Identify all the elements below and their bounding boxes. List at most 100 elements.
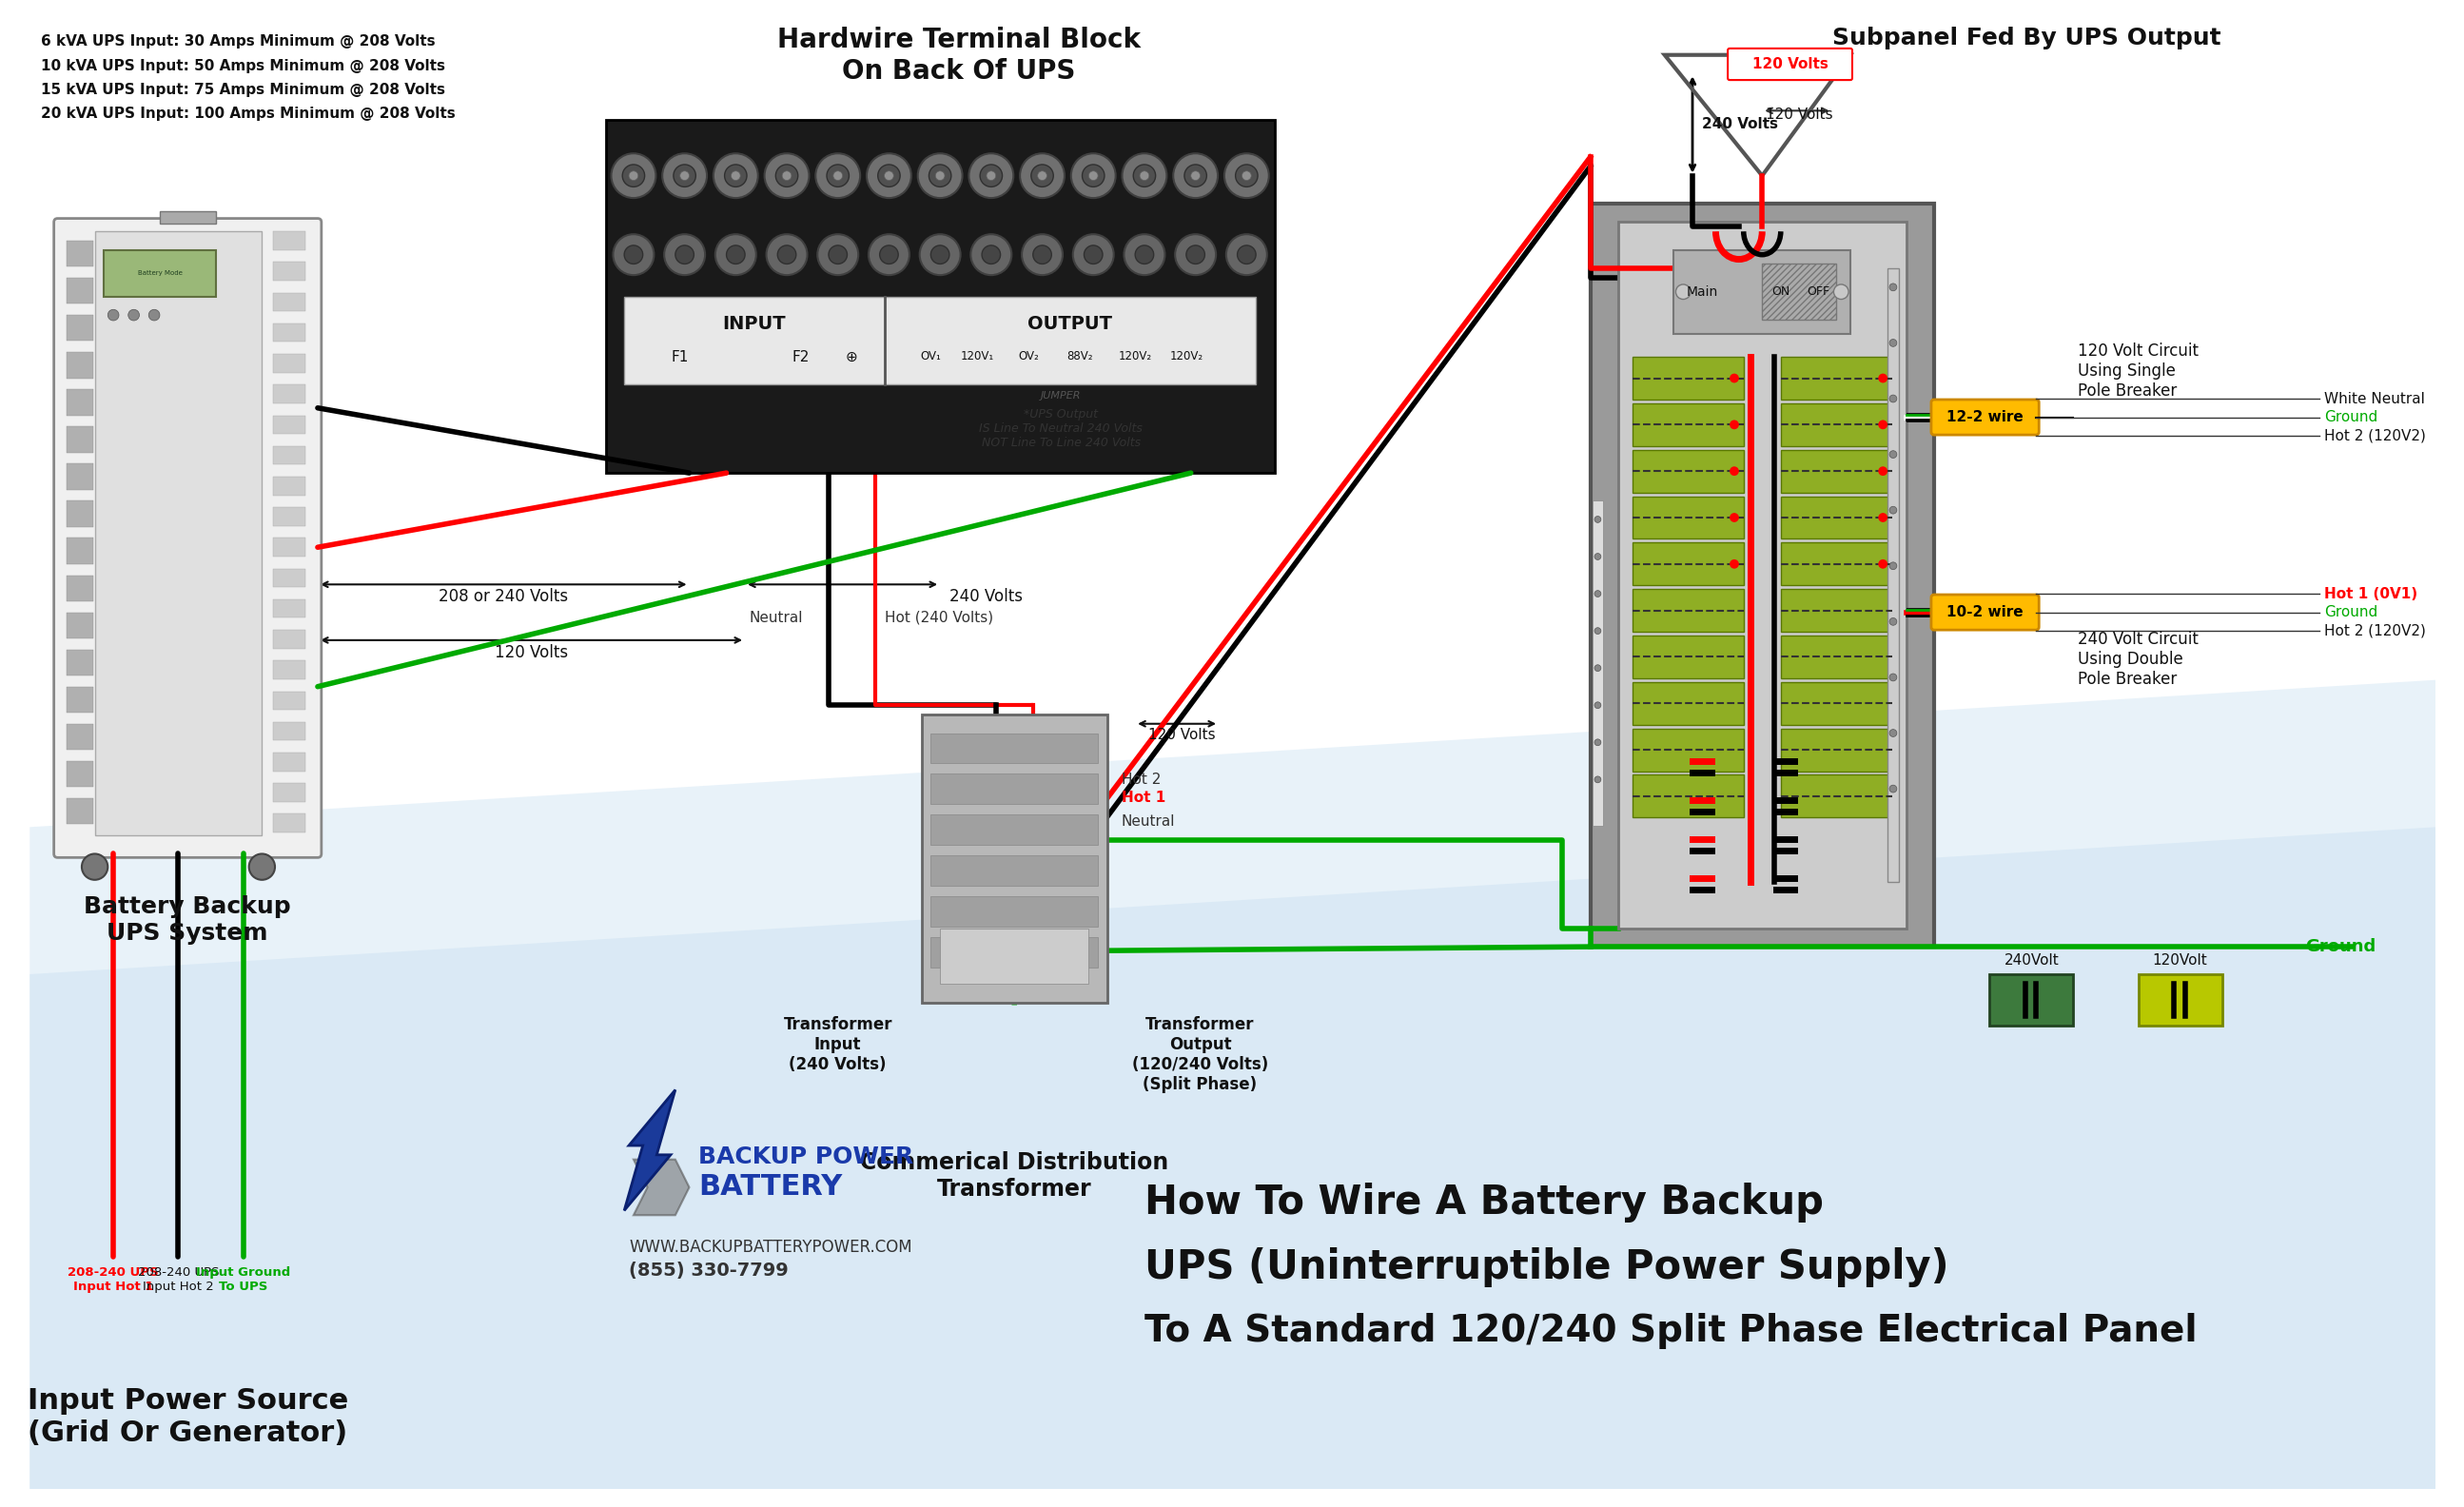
Bar bbox=[274, 446, 306, 464]
Bar bbox=[623, 297, 1257, 384]
Circle shape bbox=[614, 234, 653, 276]
Circle shape bbox=[1594, 776, 1602, 782]
Text: 240 Volts: 240 Volts bbox=[949, 588, 1023, 606]
Text: ⊕: ⊕ bbox=[845, 350, 857, 365]
Bar bbox=[160, 211, 214, 225]
Circle shape bbox=[764, 154, 808, 197]
Bar bbox=[1781, 357, 1892, 399]
Bar bbox=[67, 799, 94, 824]
Circle shape bbox=[665, 234, 705, 276]
Text: Transformer
Output
(120/240 Volts)
(Split Phase): Transformer Output (120/240 Volts) (Spli… bbox=[1131, 1016, 1269, 1093]
Circle shape bbox=[1890, 562, 1897, 570]
Text: 240 Volt Circuit
Using Double
Pole Breaker: 240 Volt Circuit Using Double Pole Break… bbox=[2077, 631, 2198, 687]
Bar bbox=[1631, 728, 1745, 772]
Bar bbox=[931, 815, 1099, 844]
Polygon shape bbox=[623, 1090, 675, 1210]
Bar bbox=[1991, 975, 2072, 1026]
Circle shape bbox=[1890, 506, 1897, 514]
Circle shape bbox=[1032, 246, 1052, 264]
Circle shape bbox=[1175, 234, 1215, 276]
Bar bbox=[1781, 589, 1892, 631]
Circle shape bbox=[877, 164, 899, 187]
Circle shape bbox=[1173, 154, 1217, 197]
Text: Main: Main bbox=[1685, 285, 1717, 298]
Text: 88V₂: 88V₂ bbox=[1067, 350, 1092, 363]
Bar bbox=[67, 650, 94, 675]
Bar bbox=[606, 121, 1274, 473]
Circle shape bbox=[715, 154, 759, 197]
Text: *UPS Output
IS Line To Neutral 240 Volts
NOT Line To Line 240 Volts: *UPS Output IS Line To Neutral 240 Volts… bbox=[978, 408, 1143, 449]
Bar bbox=[931, 937, 1099, 967]
Circle shape bbox=[1890, 729, 1897, 737]
Text: 15 kVA UPS Input: 75 Amps Minimum @ 208 Volts: 15 kVA UPS Input: 75 Amps Minimum @ 208 … bbox=[42, 83, 446, 96]
Circle shape bbox=[673, 164, 695, 187]
Text: Subpanel Fed By UPS Output: Subpanel Fed By UPS Output bbox=[1833, 27, 2220, 50]
Text: 120V₂: 120V₂ bbox=[1119, 350, 1151, 363]
Text: WWW.BACKUPBATTERYPOWER.COM: WWW.BACKUPBATTERYPOWER.COM bbox=[628, 1239, 912, 1255]
Bar bbox=[1631, 775, 1745, 818]
Text: Ground: Ground bbox=[2306, 939, 2375, 955]
Bar bbox=[1887, 268, 1900, 882]
Text: OV₁: OV₁ bbox=[922, 350, 941, 363]
Circle shape bbox=[981, 164, 1003, 187]
Polygon shape bbox=[30, 680, 2434, 1489]
Circle shape bbox=[1072, 234, 1114, 276]
Circle shape bbox=[1730, 467, 1740, 476]
Bar bbox=[67, 426, 94, 452]
Text: 10 kVA UPS Input: 50 Amps Minimum @ 208 Volts: 10 kVA UPS Input: 50 Amps Minimum @ 208 … bbox=[42, 59, 446, 72]
Circle shape bbox=[1084, 246, 1101, 264]
Bar bbox=[67, 315, 94, 341]
Text: 120 Volts: 120 Volts bbox=[495, 643, 569, 662]
Bar bbox=[1631, 543, 1745, 585]
Text: Input Power Source
(Grid Or Generator): Input Power Source (Grid Or Generator) bbox=[27, 1386, 347, 1447]
Bar bbox=[1781, 449, 1892, 493]
Text: BACKUP POWER: BACKUP POWER bbox=[697, 1145, 914, 1168]
Circle shape bbox=[108, 309, 118, 321]
Circle shape bbox=[1136, 246, 1153, 264]
Circle shape bbox=[1185, 164, 1207, 187]
Text: Battery Backup
UPS System: Battery Backup UPS System bbox=[84, 895, 291, 945]
Circle shape bbox=[880, 246, 899, 264]
Circle shape bbox=[1730, 420, 1740, 429]
Circle shape bbox=[828, 246, 848, 264]
Bar bbox=[274, 416, 306, 434]
Circle shape bbox=[128, 309, 140, 321]
Text: Hot 1 (0V1): Hot 1 (0V1) bbox=[2324, 586, 2417, 601]
Circle shape bbox=[675, 246, 695, 264]
Bar bbox=[67, 353, 94, 378]
Text: Hot 1: Hot 1 bbox=[1121, 791, 1165, 805]
Bar bbox=[67, 576, 94, 601]
Bar bbox=[1631, 589, 1745, 631]
Circle shape bbox=[628, 172, 638, 181]
Bar bbox=[274, 814, 306, 832]
Circle shape bbox=[766, 234, 808, 276]
Text: OFF: OFF bbox=[1806, 286, 1828, 298]
Bar bbox=[1762, 264, 1836, 319]
Bar bbox=[67, 464, 94, 490]
Circle shape bbox=[1890, 339, 1897, 347]
Text: F2: F2 bbox=[791, 350, 811, 365]
Text: F1: F1 bbox=[670, 350, 690, 365]
Circle shape bbox=[1890, 674, 1897, 681]
Circle shape bbox=[1890, 618, 1897, 625]
Circle shape bbox=[1730, 559, 1740, 568]
Text: Neutral: Neutral bbox=[749, 610, 803, 625]
Circle shape bbox=[867, 154, 912, 197]
Text: 120V₂: 120V₂ bbox=[1170, 350, 1202, 363]
Bar bbox=[274, 292, 306, 312]
Circle shape bbox=[1082, 164, 1104, 187]
Bar bbox=[274, 324, 306, 342]
Text: 208 or 240 Volts: 208 or 240 Volts bbox=[439, 588, 569, 606]
Circle shape bbox=[1878, 559, 1887, 568]
Circle shape bbox=[931, 246, 949, 264]
Circle shape bbox=[1594, 517, 1602, 523]
Circle shape bbox=[981, 246, 1000, 264]
Bar bbox=[67, 761, 94, 787]
Text: Ground: Ground bbox=[2324, 410, 2378, 425]
Text: OV₂: OV₂ bbox=[1018, 350, 1040, 363]
Text: OUTPUT: OUTPUT bbox=[1027, 315, 1111, 333]
Text: INPUT: INPUT bbox=[722, 315, 786, 333]
Circle shape bbox=[680, 172, 690, 181]
Bar bbox=[67, 687, 94, 713]
Bar bbox=[1781, 404, 1892, 446]
